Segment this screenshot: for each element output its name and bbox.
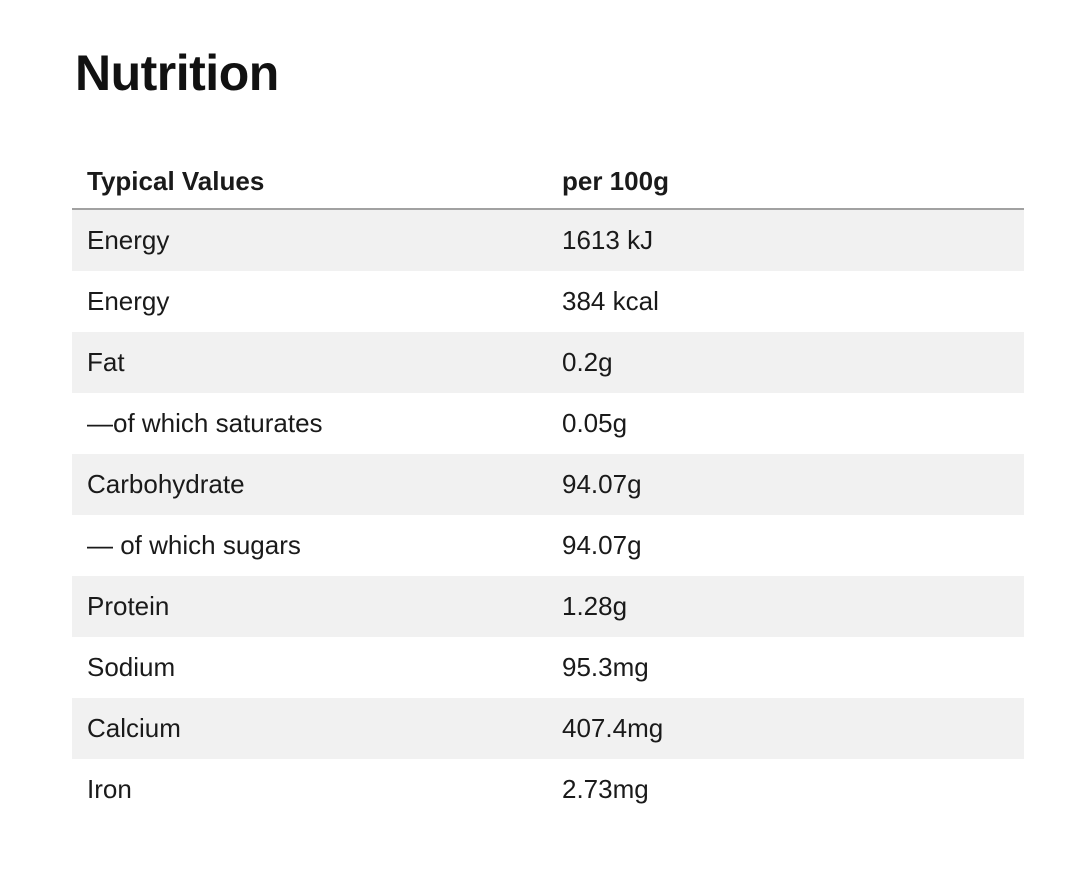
nutrition-table-body: Energy 1613 kJ Energy 384 kcal Fat 0.2g …	[72, 210, 1024, 820]
nutrient-name-cell: Calcium	[87, 713, 181, 743]
nutrient-value-cell: 1613 kJ	[562, 225, 654, 255]
table-row: Protein 1.28g	[72, 576, 1024, 637]
nutrient-value-cell: 2.73mg	[562, 774, 649, 804]
nutrient-name-cell: Sodium	[87, 652, 176, 682]
nutrient-value-cell: 407.4mg	[562, 713, 664, 743]
table-row: —of which saturates 0.05g	[72, 393, 1024, 454]
nutrient-value-cell: 95.3mg	[562, 652, 649, 682]
nutrient-name-cell: Carbohydrate	[87, 469, 245, 499]
table-row: Iron 2.73mg	[72, 759, 1024, 820]
nutrient-name-cell: Fat	[87, 347, 125, 377]
nutrient-name-cell: Energy	[87, 225, 170, 255]
table-row: Energy 1613 kJ	[72, 210, 1024, 271]
table-row: Energy 384 kcal	[72, 271, 1024, 332]
table-row: Sodium 95.3mg	[72, 637, 1024, 698]
nutrient-value-cell: 384 kcal	[562, 286, 659, 316]
table-row: — of which sugars 94.07g	[72, 515, 1024, 576]
column-header-per-100g: per 100g	[562, 166, 669, 196]
nutrient-value-cell: 0.05g	[562, 408, 628, 438]
nutrient-value-cell: 0.2g	[562, 347, 613, 377]
page-title: Nutrition	[75, 45, 279, 101]
table-row: Fat 0.2g	[72, 332, 1024, 393]
nutrient-value-cell: 94.07g	[562, 530, 642, 560]
nutrient-name-cell: Iron	[87, 774, 132, 804]
nutrient-name-cell: — of which sugars	[87, 530, 301, 560]
nutrient-value-cell: 1.28g	[562, 591, 628, 621]
table-header-row: Typical Values per 100g	[72, 166, 1024, 210]
nutrient-name-cell: —of which saturates	[87, 408, 323, 438]
table-row: Calcium 407.4mg	[72, 698, 1024, 759]
nutrition-table: Typical Values per 100g Energy 1613 kJ E…	[72, 166, 1024, 820]
table-row: Carbohydrate 94.07g	[72, 454, 1024, 515]
nutrient-value-cell: 94.07g	[562, 469, 642, 499]
nutrient-name-cell: Energy	[87, 286, 170, 316]
column-header-typical-values: Typical Values	[87, 166, 265, 196]
nutrient-name-cell: Protein	[87, 591, 170, 621]
